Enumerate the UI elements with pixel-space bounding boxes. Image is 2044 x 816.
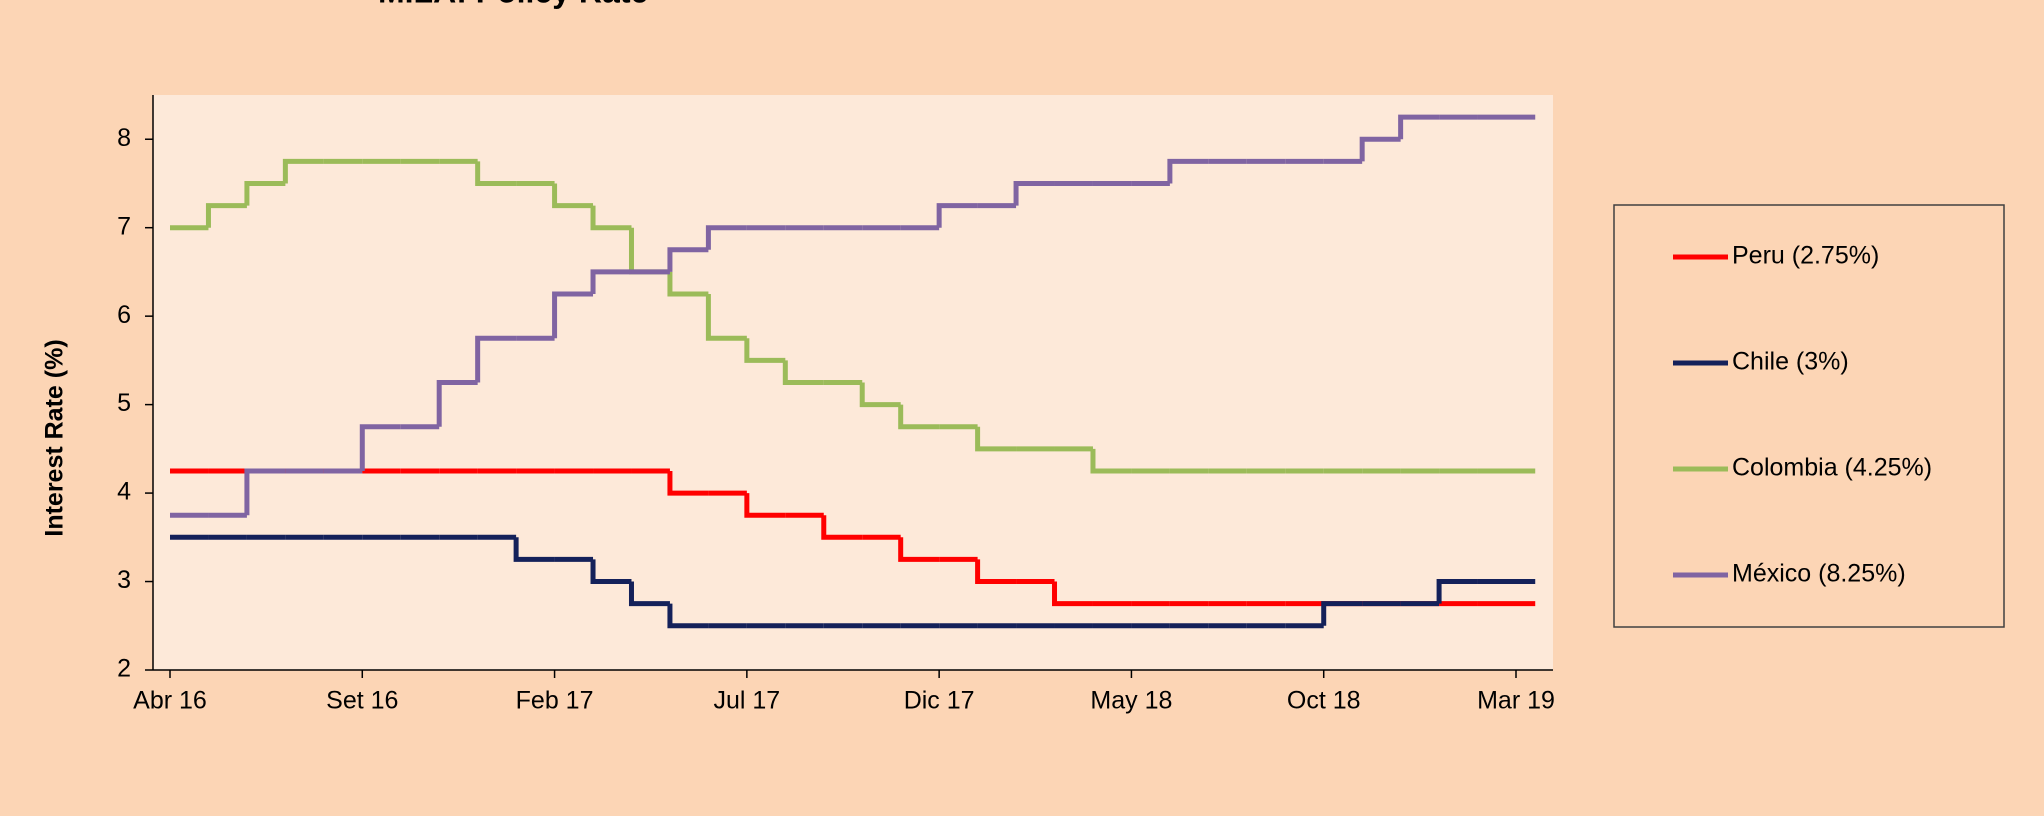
step-segment <box>667 247 709 272</box>
x-tick-label: Abr 16 <box>133 687 207 715</box>
step-segment <box>667 271 709 297</box>
y-tick-label: 4 <box>117 478 131 506</box>
legend-label: Colombia (4.25%) <box>1732 454 1932 482</box>
y-tick-label: 3 <box>117 566 131 594</box>
legend-label: México (8.25%) <box>1732 560 1906 588</box>
step-segment <box>590 205 632 231</box>
step-segment <box>898 537 940 562</box>
step-segment <box>205 203 247 228</box>
step-segment <box>552 183 594 209</box>
step-segment <box>1359 136 1401 162</box>
step-segment <box>782 360 824 385</box>
y-tick-label: 6 <box>117 301 131 329</box>
x-tick-label: Feb 17 <box>516 687 594 715</box>
legend-label: Peru (2.75%) <box>1732 242 1879 270</box>
step-segment <box>667 603 709 629</box>
y-tick-label: 8 <box>117 124 131 152</box>
step-segment <box>1052 581 1093 607</box>
step-segment <box>590 269 632 295</box>
step-segment <box>359 424 401 471</box>
step-segment <box>1436 579 1478 604</box>
x-tick-label: Set 16 <box>326 687 398 715</box>
x-tick-label: Mar 19 <box>1477 687 1555 715</box>
y-tick-label: 2 <box>117 655 131 683</box>
step-segment <box>1321 601 1363 626</box>
x-tick-label: Dic 17 <box>904 687 975 715</box>
step-segment <box>475 161 517 186</box>
legend-box <box>1613 204 2005 628</box>
step-segment <box>859 382 901 408</box>
step-segment <box>667 470 709 496</box>
step-segment <box>1398 114 1440 140</box>
x-tick-label: Jul 17 <box>713 687 780 715</box>
y-tick-label: 7 <box>117 212 131 240</box>
step-segment <box>244 180 286 206</box>
x-tick-label: Oct 18 <box>1287 687 1361 715</box>
step-segment <box>1013 180 1055 206</box>
step-segment <box>898 404 940 430</box>
step-segment <box>975 559 1017 585</box>
legend-label: Chile (3%) <box>1732 348 1849 376</box>
step-segment <box>475 335 517 383</box>
step-segment <box>513 537 555 562</box>
step-segment <box>282 158 324 184</box>
step-segment <box>744 493 786 518</box>
step-segment <box>628 581 670 607</box>
y-axis-label: Interest Rate (%) <box>41 339 69 536</box>
step-segment <box>705 294 747 341</box>
step-segment <box>821 515 863 540</box>
step-segment <box>1090 448 1132 474</box>
step-segment <box>590 559 632 585</box>
chart-title: MILA: Policy Rate <box>378 0 648 9</box>
step-segment <box>975 426 1017 452</box>
step-segment <box>244 468 286 516</box>
step-segment <box>552 291 594 339</box>
step-segment <box>705 225 747 250</box>
step-segment <box>1167 158 1209 184</box>
step-segment <box>744 338 786 363</box>
step-segment <box>936 203 978 228</box>
step-segment <box>436 380 478 427</box>
x-tick-label: May 18 <box>1090 687 1172 715</box>
y-tick-label: 5 <box>117 389 131 417</box>
